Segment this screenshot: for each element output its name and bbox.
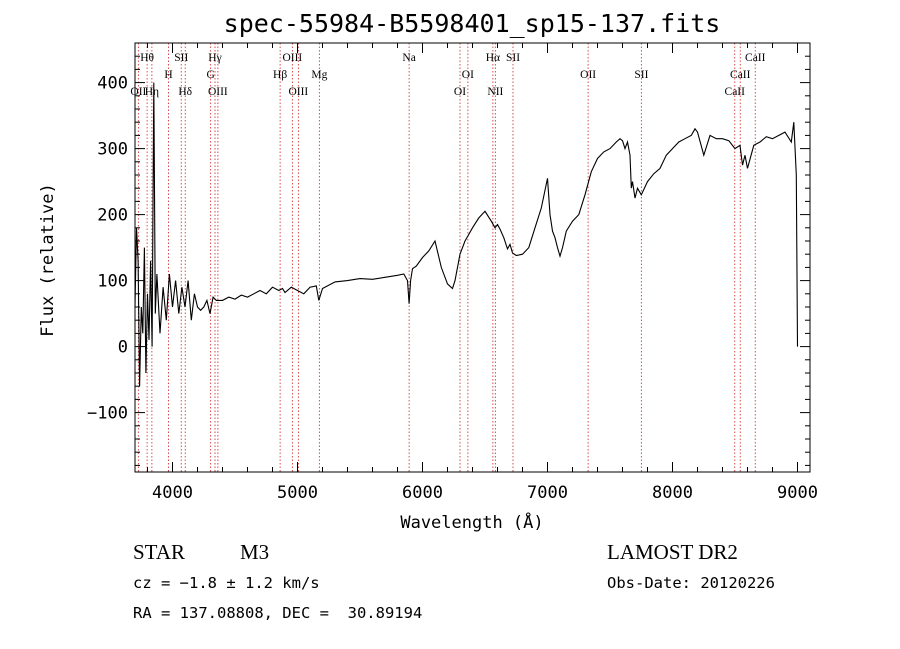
marker-label: Hη <box>145 86 159 98</box>
marker-label: OII <box>130 86 146 98</box>
marker-label: SII <box>506 52 520 64</box>
y-tick-label: 100 <box>97 272 128 292</box>
emission-line-markers <box>137 43 756 472</box>
emission-line-labels: HθOIIHηHSIIHδHγGOIIIHβOIIIOIIIMgNaOIOIHα… <box>130 52 765 98</box>
marker-label: Mg <box>311 69 327 81</box>
x-tick-label: 9000 <box>777 483 818 503</box>
marker-label: Hδ <box>178 86 192 98</box>
y-axis-ticks: −100 0 100 200 300 400 <box>87 42 810 466</box>
object-class: STAR <box>133 540 185 564</box>
y-axis-label: Flux (relative) <box>38 183 58 337</box>
marker-label: Hγ <box>208 52 221 64</box>
marker-label: SII <box>174 52 188 64</box>
chart-title: spec-55984-B5598401_sp15-137.fits <box>224 9 721 38</box>
observation-date: Obs-Date: 20120226 <box>607 574 775 592</box>
y-tick-label: 0 <box>118 338 128 358</box>
redshift-velocity: cz = −1.8 ± 1.2 km/s <box>133 574 320 592</box>
marker-label: OI <box>454 86 466 98</box>
marker-label: NII <box>487 86 503 98</box>
coordinates: RA = 137.08808, DEC = 30.89194 <box>133 604 423 622</box>
marker-label: Hθ <box>140 52 154 64</box>
marker-label: H <box>164 69 172 81</box>
x-axis-label: Wavelength (Å) <box>400 511 543 533</box>
marker-label: OIII <box>208 86 228 98</box>
marker-label: SII <box>634 69 648 81</box>
y-tick-label: 400 <box>97 74 128 94</box>
marker-label: Hβ <box>273 69 287 81</box>
y-tick-label: 200 <box>97 206 128 226</box>
marker-label: Na <box>402 52 415 64</box>
marker-label: OI <box>462 69 474 81</box>
marker-label: OII <box>580 69 596 81</box>
x-tick-label: 8000 <box>652 483 693 503</box>
spectrum-line <box>134 82 799 387</box>
marker-label: CaII <box>730 69 751 81</box>
marker-label: CaII <box>725 86 746 98</box>
marker-label: OIII <box>282 52 302 64</box>
x-tick-label: 5000 <box>277 483 318 503</box>
x-tick-label: 6000 <box>402 483 443 503</box>
plot-frame <box>134 42 811 473</box>
marker-label: G <box>206 69 214 81</box>
survey-name: LAMOST DR2 <box>607 540 738 564</box>
marker-label: OIII <box>288 86 308 98</box>
y-tick-label: 300 <box>97 140 128 160</box>
marker-label: CaII <box>745 52 766 64</box>
x-axis-ticks: 4000 5000 6000 7000 8000 9000 <box>147 43 818 503</box>
object-subclass: M3 <box>240 540 270 564</box>
x-tick-label: 4000 <box>152 483 193 503</box>
plot-border <box>134 42 811 473</box>
y-tick-label: −100 <box>87 404 128 424</box>
x-tick-label: 7000 <box>527 483 568 503</box>
marker-label: Hα <box>486 52 500 64</box>
